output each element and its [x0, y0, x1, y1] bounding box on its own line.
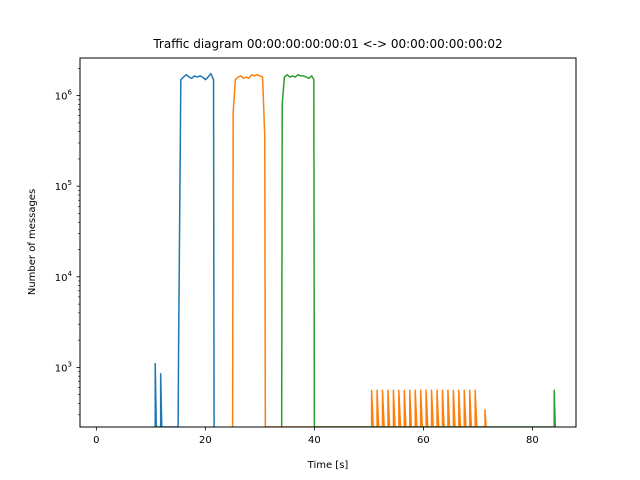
axes-frame: [79, 57, 577, 428]
series-line-3: [280, 73, 557, 427]
x-tick-label: 40: [308, 435, 321, 446]
y-axis: 103 104 105 106: [55, 68, 80, 416]
x-axis-label: Time [s]: [307, 460, 349, 471]
chart-title: Traffic diagram 00:00:00:00:00:01 <-> 00…: [152, 37, 502, 51]
x-tick-label: 80: [526, 435, 539, 446]
x-axis: 0 20 40 60 80: [93, 427, 539, 446]
x-tick-label: 60: [417, 435, 430, 446]
series-line-1: [154, 72, 215, 427]
x-tick-label: 20: [199, 435, 212, 446]
x-tick-label: 0: [93, 435, 99, 446]
y-tick-label: 103: [55, 360, 72, 374]
y-tick-label: 106: [55, 89, 73, 103]
y-tick-label: 105: [55, 179, 72, 193]
series-line-2: [231, 73, 487, 427]
y-tick-label: 104: [55, 270, 73, 284]
plot-area: [154, 72, 557, 427]
y-axis-label: Number of messages: [27, 189, 38, 295]
